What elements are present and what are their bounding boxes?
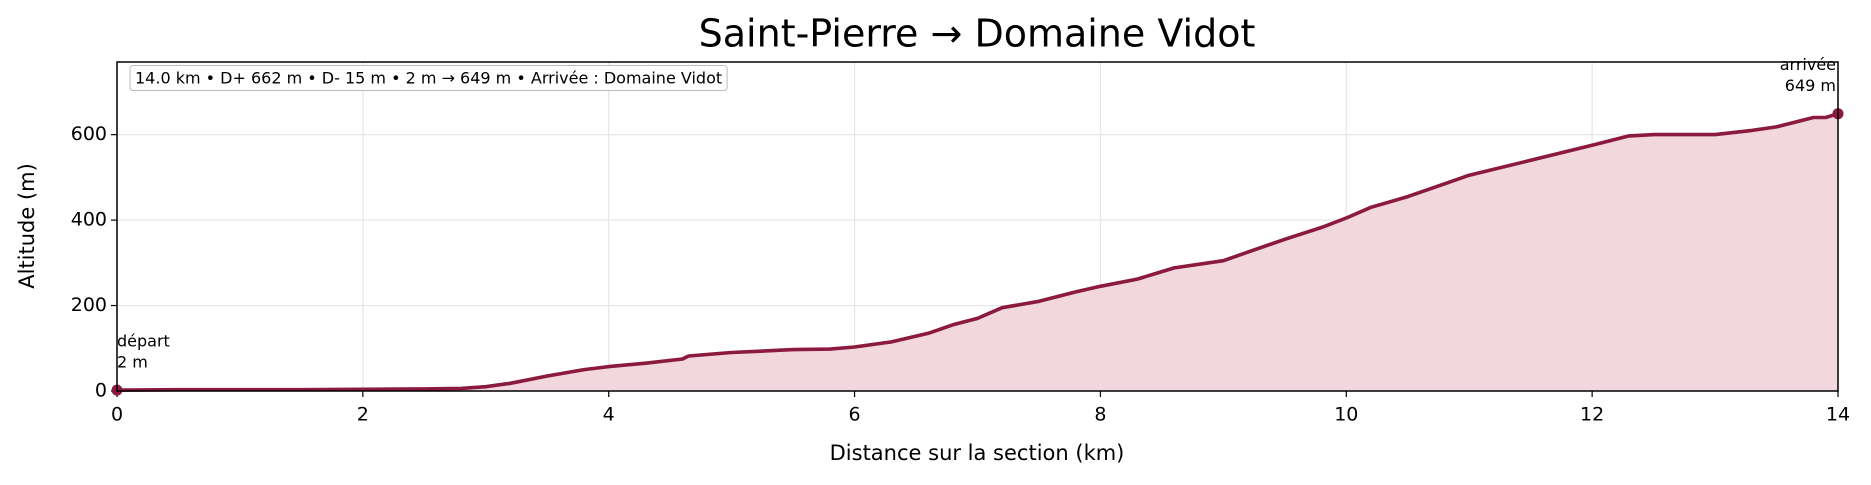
x-axis-label: Distance sur la section (km) [830, 441, 1125, 465]
y-tick-label: 400 [71, 209, 107, 231]
axes-frame [116, 61, 1839, 392]
end-label: 649 m [1785, 76, 1836, 95]
line [116, 111, 1839, 392]
start-label: 2 m [117, 353, 148, 372]
y-tick-label: 600 [71, 123, 107, 145]
x-tick-label: 2 [357, 404, 369, 426]
y-tick-label: 0 [95, 380, 107, 402]
x-tick-label: 12 [1580, 404, 1604, 426]
chart-title: Saint-Pierre → Domaine Vidot [699, 12, 1256, 56]
x-tick-label: 0 [111, 404, 123, 426]
start-label: départ [117, 332, 170, 351]
end-label: arrivée [1780, 55, 1836, 74]
info-box-text: 14.0 km • D+ 662 m • D- 15 m • 2 m → 649… [135, 69, 722, 88]
x-tick-label: 10 [1334, 404, 1358, 426]
x-tick-label: 14 [1826, 404, 1850, 426]
info-box [129, 65, 728, 91]
y-axis-label: Altitude (m) [15, 163, 39, 289]
x-tick-label: 4 [603, 404, 615, 426]
x-tick-label: 6 [849, 404, 861, 426]
y-tick-label: 200 [71, 294, 107, 316]
x-tick-label: 8 [1094, 404, 1106, 426]
area [117, 113, 1838, 391]
